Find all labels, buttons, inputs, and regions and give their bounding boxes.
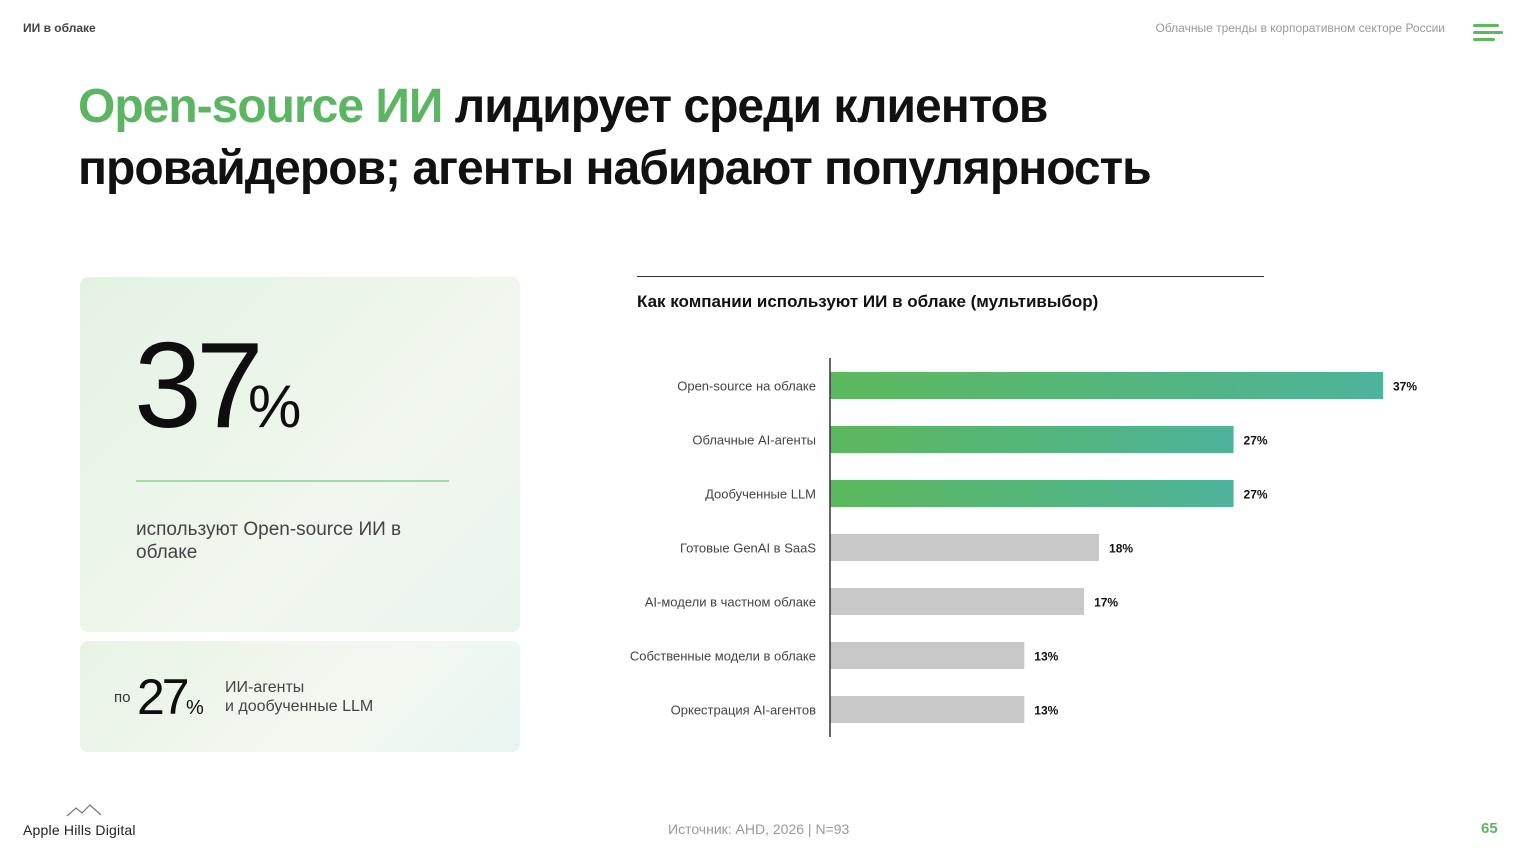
bar bbox=[830, 642, 1025, 669]
value-label: 37% bbox=[1393, 380, 1417, 394]
kpi-secondary-line1: ИИ-агенты bbox=[225, 679, 305, 696]
kpi-card-secondary: по 27 % ИИ-агенты и дообученные LLM bbox=[80, 641, 520, 752]
bar bbox=[830, 696, 1025, 723]
chart-top-rule bbox=[637, 276, 1264, 277]
bar bbox=[830, 372, 1383, 399]
category-label: Open-source на облаке bbox=[677, 379, 816, 394]
title-accent: Open-source ИИ bbox=[78, 80, 443, 133]
bar-chart: Open-source на облаке 37% Облачные AI-аген… bbox=[630, 358, 1417, 737]
value-label: 18% bbox=[1109, 542, 1133, 556]
category-label: Облачные AI-агенты bbox=[692, 433, 816, 448]
kpi-main-description: используют Open-source ИИ в облаке bbox=[136, 519, 402, 563]
category-label: AI-модели в частном облаке bbox=[645, 595, 816, 610]
title-line2: провайдеров; агенты набирают популярност… bbox=[78, 142, 1152, 195]
kpi-divider bbox=[136, 480, 449, 482]
chart-title: Как компании используют ИИ в облаке (мул… bbox=[637, 292, 1099, 311]
mountains-logo-icon bbox=[66, 804, 102, 817]
category-label: Оркестрация AI-агентов bbox=[671, 703, 816, 718]
kpi-card-main: 37 % используют Open-source ИИ в облаке bbox=[80, 277, 520, 632]
kpi-secondary-value: 27 bbox=[137, 669, 190, 725]
bar bbox=[830, 534, 1100, 561]
value-label: 27% bbox=[1244, 488, 1268, 502]
kpi-secondary-prefix: по bbox=[114, 689, 131, 706]
source-note: Источник: AHD, 2026 | N=93 bbox=[668, 821, 850, 837]
category-label: Дообученные LLM bbox=[705, 487, 816, 502]
report-title: Облачные тренды в корпоративном секторе … bbox=[1155, 21, 1445, 35]
brand-name: Apple Hills Digital bbox=[23, 822, 136, 838]
category-label: Собственные модели в облаке bbox=[630, 649, 816, 664]
page-number: 65 bbox=[1481, 820, 1498, 837]
page-title: Open-source ИИ лидирует среди клиентов п… bbox=[78, 76, 1328, 200]
bar bbox=[830, 480, 1234, 507]
value-label: 13% bbox=[1034, 650, 1058, 664]
hamburger-menu-icon[interactable] bbox=[1473, 24, 1503, 42]
bar bbox=[830, 588, 1085, 615]
value-label: 17% bbox=[1094, 596, 1118, 610]
category-label: Готовые GenAI в SaaS bbox=[680, 541, 816, 556]
kpi-secondary-unit: % bbox=[186, 697, 204, 719]
value-label: 27% bbox=[1244, 434, 1268, 448]
title-line1-rest: лидирует среди клиентов bbox=[442, 80, 1049, 133]
kpi-main-unit: % bbox=[248, 373, 302, 440]
section-label: ИИ в облаке bbox=[23, 21, 96, 35]
bar bbox=[830, 426, 1234, 453]
kpi-secondary-line2: и дообученные LLM bbox=[225, 698, 374, 715]
kpi-main-value: 37 bbox=[134, 317, 264, 453]
value-label: 13% bbox=[1034, 704, 1058, 718]
